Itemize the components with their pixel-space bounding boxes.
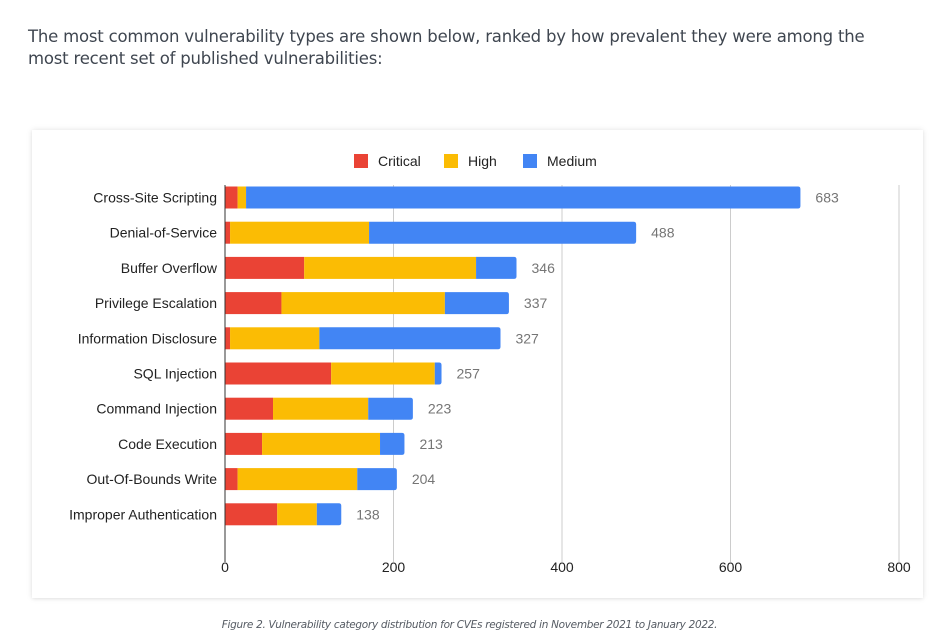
chart-card: Critical High Medium Cross-Site Scripting D…	[32, 130, 923, 598]
bar-segment-high	[230, 221, 370, 244]
bar-segment-high	[230, 327, 320, 350]
bar-row-out-of-bounds-write	[225, 468, 397, 491]
bar-row-improper-authentication	[225, 503, 342, 526]
bar-segment-high	[304, 256, 477, 279]
total-label: 138	[356, 506, 380, 522]
stacked-bar-chart: Critical High Medium Cross-Site Scripting D…	[69, 153, 911, 575]
bar-segment-high	[331, 362, 435, 385]
bar-segment-medium	[380, 432, 405, 455]
bar-segment-critical	[225, 221, 231, 244]
category-label: Improper Authentication	[69, 506, 217, 522]
total-label: 257	[457, 366, 481, 382]
bar-segment-medium	[246, 186, 801, 209]
category-label: SQL Injection	[133, 366, 217, 382]
bar-row-information-disclosure	[225, 327, 501, 350]
bar-segment-medium	[319, 327, 501, 350]
x-tick-label: 800	[887, 559, 911, 575]
intro-paragraph: The most common vulnerability types are …	[28, 27, 865, 68]
bar-segment-critical	[225, 292, 282, 315]
category-label: Denial-of-Service	[110, 225, 218, 241]
legend-swatch-medium	[523, 154, 537, 168]
bar-row-denial-of-service	[225, 221, 637, 244]
total-label: 204	[412, 471, 436, 487]
bar-segment-high	[273, 397, 369, 420]
category-label: Information Disclosure	[78, 330, 217, 346]
total-label: 337	[524, 295, 548, 311]
bar-row-buffer-overflow	[225, 256, 517, 279]
bar-segment-medium	[316, 503, 342, 526]
category-label: Privilege Escalation	[95, 295, 217, 311]
legend: Critical High Medium	[354, 153, 597, 169]
bar-segment-critical	[225, 186, 238, 209]
category-label: Buffer Overflow	[121, 260, 218, 276]
x-tick-labels: 0 200 400 600 800	[221, 559, 911, 575]
bars	[225, 186, 801, 526]
category-label: Out-Of-Bounds Write	[87, 471, 218, 487]
total-label: 488	[651, 225, 675, 241]
total-label: 683	[815, 190, 839, 206]
total-labels: 683 488 346 337 327 257 223 213 204 138	[356, 190, 839, 523]
bar-segment-high	[262, 432, 381, 455]
bar-segment-medium	[369, 221, 637, 244]
bar-segment-high	[281, 292, 445, 315]
legend-label-critical: Critical	[378, 153, 421, 169]
bar-row-cross-site-scripting	[225, 186, 801, 209]
legend-label-medium: Medium	[547, 153, 597, 169]
bar-segment-medium	[444, 292, 509, 315]
bar-segment-critical	[225, 256, 305, 279]
x-tick-label: 200	[382, 559, 406, 575]
total-label: 213	[419, 436, 443, 452]
legend-swatch-critical	[354, 154, 368, 168]
x-tick-label: 600	[719, 559, 743, 575]
bar-segment-critical	[225, 362, 332, 385]
total-label: 346	[532, 260, 556, 276]
bar-segment-medium	[368, 397, 413, 420]
total-label: 327	[515, 330, 539, 346]
bar-segment-high	[277, 503, 317, 526]
bar-segment-critical	[225, 503, 278, 526]
total-label: 223	[428, 401, 452, 417]
category-label: Cross-Site Scripting	[93, 190, 217, 206]
bar-segment-medium	[434, 362, 442, 385]
legend-swatch-high	[444, 154, 458, 168]
bar-segment-critical	[225, 468, 238, 491]
bar-segment-medium	[476, 256, 517, 279]
bar-segment-medium	[357, 468, 397, 491]
bar-segment-critical	[225, 327, 231, 350]
bar-row-code-execution	[225, 432, 405, 455]
x-tick-label: 400	[550, 559, 574, 575]
category-label: Command Injection	[96, 401, 217, 417]
bar-row-privilege-escalation	[225, 292, 509, 315]
bar-segment-high	[237, 468, 358, 491]
bar-row-command-injection	[225, 397, 413, 420]
figure-caption: Figure 2. Vulnerability category distrib…	[221, 619, 718, 631]
bar-segment-critical	[225, 432, 263, 455]
x-tick-label: 0	[221, 559, 229, 575]
category-label: Code Execution	[118, 436, 217, 452]
bar-row-sql-injection	[225, 362, 442, 385]
category-labels: Cross-Site Scripting Denial-of-Service Buf…	[69, 190, 218, 523]
legend-label-high: High	[468, 153, 497, 169]
bar-segment-critical	[225, 397, 274, 420]
bar-segment-high	[237, 186, 247, 209]
